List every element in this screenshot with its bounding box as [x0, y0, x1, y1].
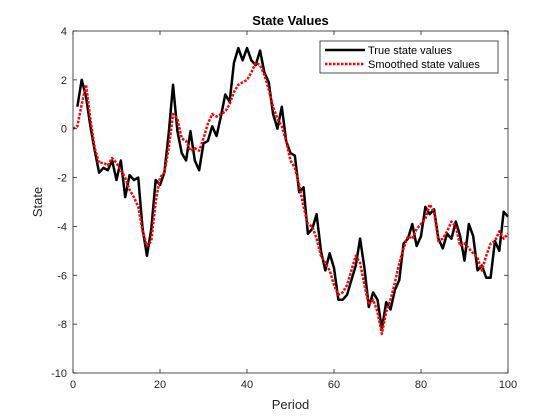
x-tick-label: 20: [154, 379, 166, 391]
axes-layer: [72, 30, 509, 374]
y-axis-label: State: [30, 187, 45, 217]
y-tick-label: -6: [57, 270, 67, 282]
y-tick-label: -4: [57, 221, 67, 233]
y-tick-label: 4: [61, 26, 67, 38]
x-tick-label: 100: [499, 379, 517, 391]
x-tick-label: 40: [241, 379, 253, 391]
x-tick-label: 80: [415, 379, 427, 391]
y-tick-label: 0: [61, 124, 67, 136]
chart-title: State Values: [252, 13, 329, 28]
tick-layer: 0 20 40 60 80 100 -10 -8 -6 -4 -2 0 2 4: [51, 26, 517, 391]
legend-label-true-state: True state values: [368, 45, 452, 57]
y-tick-label: 2: [61, 75, 67, 87]
y-tick-label: -8: [57, 319, 67, 331]
legend-label-smoothed-state: Smoothed state values: [368, 59, 480, 71]
legend: True state values Smoothed state values: [319, 40, 499, 74]
x-axis-label: Period: [272, 397, 310, 412]
series-layer: [72, 46, 509, 336]
x-tick-label: 0: [70, 379, 76, 391]
axes-box: [72, 30, 509, 374]
series-line-1: [72, 61, 509, 336]
y-tick-label: -10: [51, 368, 67, 380]
y-tick-label: -2: [57, 173, 67, 185]
x-tick-label: 60: [328, 379, 340, 391]
legend-box: [319, 40, 499, 74]
plot-area: [73, 31, 508, 373]
